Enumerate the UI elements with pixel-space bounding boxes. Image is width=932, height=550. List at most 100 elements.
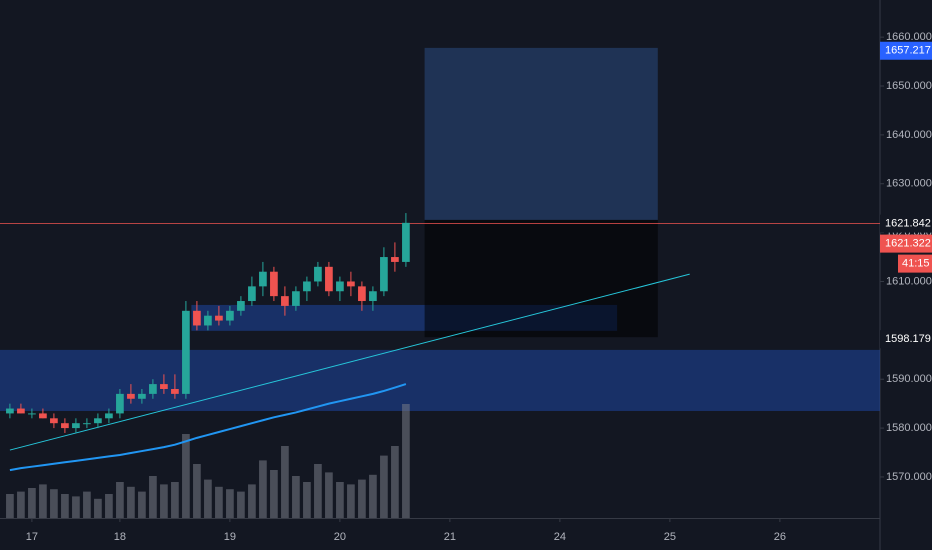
- price-label-bg: [880, 330, 932, 349]
- candle-body: [28, 413, 36, 415]
- volume-bar: [358, 479, 366, 518]
- x-tick-label: 17: [26, 531, 38, 543]
- price-label: 1621.322: [885, 238, 931, 250]
- stop-zone: [424, 219, 658, 338]
- price-label: 1657.217: [885, 45, 931, 57]
- price-label-bg: [880, 234, 932, 253]
- volume-bar: [347, 484, 355, 518]
- candle-body: [105, 413, 113, 419]
- y-tick-label: 1660.000: [886, 31, 932, 43]
- candle-body: [6, 408, 14, 414]
- volume-bar: [149, 476, 157, 518]
- x-tick-label: 19: [224, 531, 236, 543]
- volume-bar: [28, 488, 36, 518]
- candle-body: [303, 281, 311, 292]
- candle-body: [17, 408, 25, 414]
- volume-bar: [138, 491, 146, 518]
- volume-bar: [127, 486, 135, 518]
- y-tick-label: 1640.000: [886, 129, 932, 141]
- price-label-bg: [880, 41, 932, 60]
- x-tick-label: 26: [774, 531, 786, 543]
- volume-bar: [61, 494, 69, 518]
- candle-body: [336, 281, 344, 292]
- x-tick-label: 18: [114, 531, 126, 543]
- candle-body: [358, 286, 366, 302]
- countdown-bg: [898, 254, 932, 273]
- y-tick-label: 1590.000: [886, 373, 932, 385]
- y-tick-label: 1570.000: [886, 471, 932, 483]
- candle-body: [226, 310, 234, 321]
- volume-bar: [94, 498, 102, 518]
- volume-bar: [402, 404, 410, 518]
- volume-bar: [215, 486, 223, 518]
- volume-bar: [105, 494, 113, 518]
- volume-bar: [336, 482, 344, 518]
- candle-body: [39, 413, 47, 419]
- candle-body: [61, 423, 69, 429]
- y-tick-label: 1630.000: [886, 178, 932, 190]
- countdown: 41:15: [902, 258, 930, 270]
- volume-bar: [182, 434, 190, 518]
- volume-bar: [380, 455, 388, 518]
- volume-bar: [369, 474, 377, 518]
- candle-body: [347, 281, 355, 287]
- candle-body: [237, 301, 245, 311]
- volume-bar: [391, 446, 399, 518]
- x-tick-label: 20: [334, 531, 346, 543]
- volume-bar: [171, 482, 179, 518]
- y-tick-label: 1650.000: [886, 80, 932, 92]
- volume-bar: [281, 446, 289, 518]
- zone: [0, 349, 880, 411]
- volume-bar: [39, 484, 47, 518]
- volume-bar: [116, 482, 124, 518]
- candle-body: [314, 266, 322, 282]
- candle-body: [391, 257, 399, 262]
- volume-bar: [193, 464, 201, 518]
- candle-body: [171, 388, 179, 394]
- candle-body: [182, 310, 190, 394]
- volume-bar: [160, 484, 168, 518]
- price-label: 1621.842: [885, 218, 931, 230]
- moving-average: [9, 383, 407, 472]
- volume-bar: [50, 489, 58, 518]
- volume-bar: [17, 491, 25, 518]
- volume-bar: [325, 472, 333, 518]
- volume-bar: [270, 470, 278, 518]
- candle-body: [116, 393, 124, 414]
- candle-body: [160, 384, 168, 389]
- candle-body: [204, 315, 212, 326]
- candle-body: [127, 393, 135, 399]
- candle-body: [248, 286, 256, 302]
- candle-body: [215, 315, 223, 321]
- x-tick-label: 24: [554, 531, 566, 543]
- target-zone: [424, 47, 658, 220]
- volume-bar: [226, 489, 234, 518]
- volume-bar: [6, 494, 14, 518]
- candle-body: [72, 423, 80, 429]
- volume-bar: [259, 460, 267, 518]
- volume-bar: [303, 482, 311, 518]
- trendline: [9, 273, 690, 451]
- volume-bar: [248, 484, 256, 518]
- volume-bar: [292, 476, 300, 518]
- volume-bar: [237, 491, 245, 518]
- candle-body: [402, 222, 410, 262]
- candle-body: [325, 266, 333, 292]
- volume-bar: [83, 491, 91, 518]
- y-tick-label: 1610.000: [886, 275, 932, 287]
- volume-bar: [72, 496, 80, 518]
- y-tick-label: 1580.000: [886, 422, 932, 434]
- candle-body: [270, 271, 278, 297]
- candle-body: [83, 423, 91, 425]
- x-tick-label: 25: [664, 531, 676, 543]
- volume-bar: [204, 479, 212, 518]
- price-label-bg: [880, 214, 932, 233]
- candle-body: [138, 393, 146, 399]
- candle-body: [369, 291, 377, 302]
- volume-bar: [314, 464, 322, 518]
- price-label: 1598.179: [885, 333, 931, 345]
- candle-body: [149, 384, 157, 394]
- candle-body: [94, 418, 102, 424]
- candle-body: [50, 418, 58, 424]
